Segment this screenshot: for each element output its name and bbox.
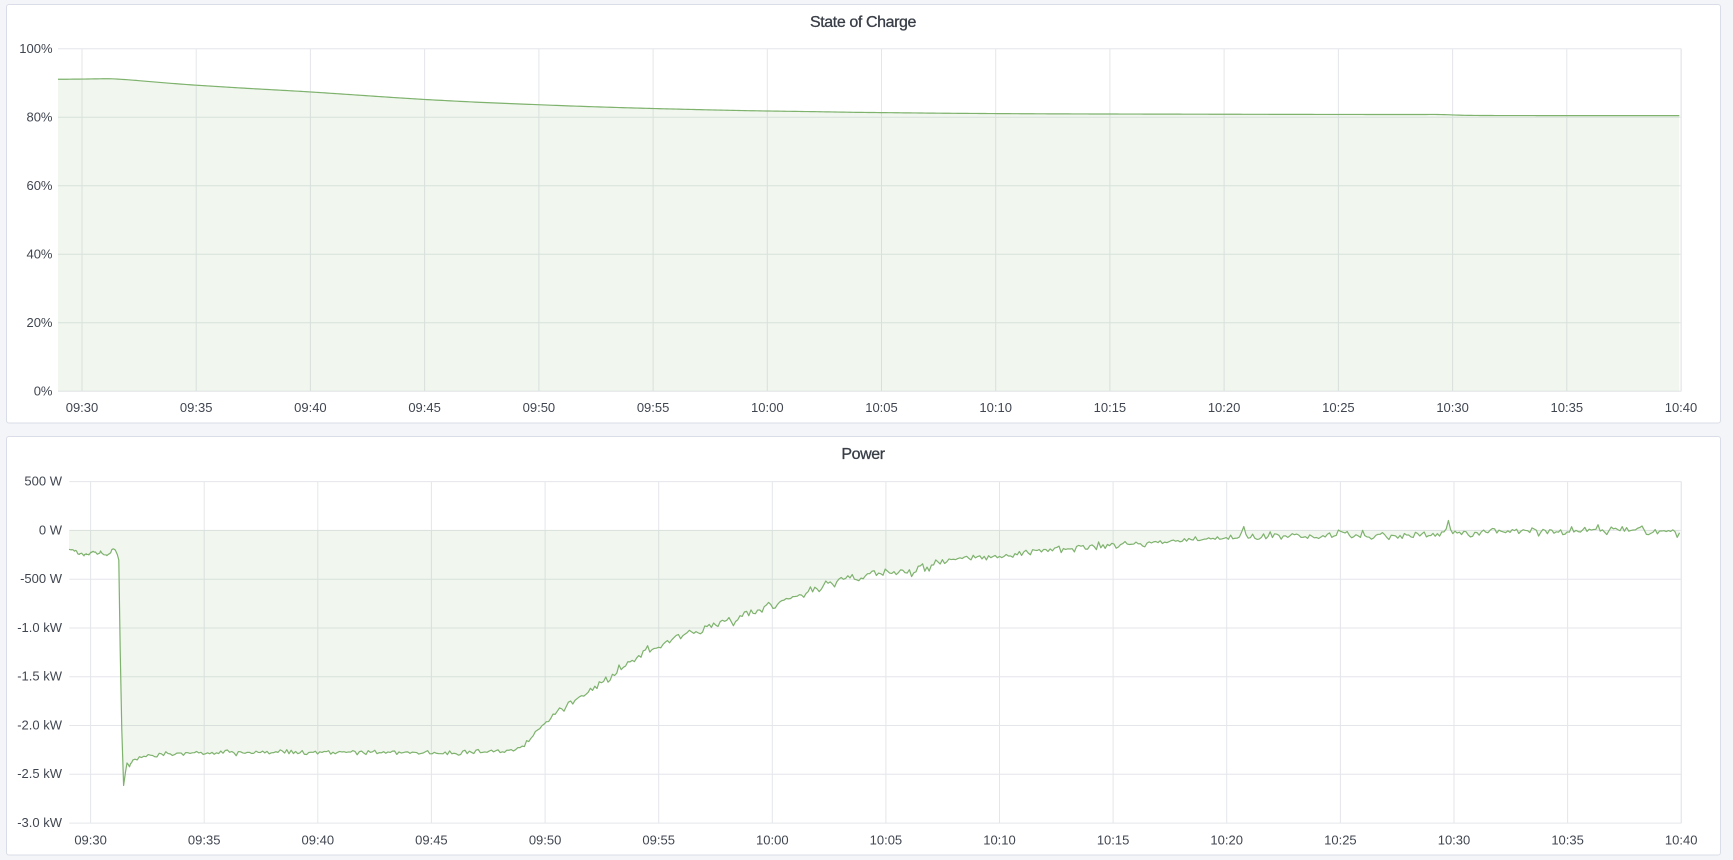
svg-text:10:20: 10:20: [1210, 832, 1243, 847]
svg-text:09:35: 09:35: [188, 832, 221, 847]
svg-text:09:40: 09:40: [302, 832, 335, 847]
svg-text:09:45: 09:45: [415, 832, 448, 847]
svg-text:State of Charge: State of Charge: [810, 14, 917, 31]
svg-text:100%: 100%: [19, 41, 53, 56]
svg-text:-1.5 kW: -1.5 kW: [17, 669, 63, 684]
svg-text:10:20: 10:20: [1208, 400, 1241, 415]
svg-text:-3.0 kW: -3.0 kW: [17, 815, 63, 830]
svg-text:09:50: 09:50: [529, 832, 562, 847]
svg-text:09:40: 09:40: [294, 400, 327, 415]
svg-text:10:05: 10:05: [870, 832, 903, 847]
svg-text:40%: 40%: [26, 247, 52, 262]
svg-text:-2.0 kW: -2.0 kW: [17, 717, 63, 732]
svg-text:10:00: 10:00: [756, 832, 789, 847]
svg-text:10:15: 10:15: [1094, 400, 1127, 415]
svg-text:80%: 80%: [26, 110, 52, 125]
svg-text:10:30: 10:30: [1436, 400, 1469, 415]
svg-text:-500 W: -500 W: [20, 571, 63, 586]
svg-text:10:25: 10:25: [1324, 832, 1357, 847]
svg-text:09:30: 09:30: [66, 400, 99, 415]
svg-text:09:50: 09:50: [523, 400, 556, 415]
svg-text:10:40: 10:40: [1665, 832, 1698, 847]
svg-text:09:55: 09:55: [637, 400, 670, 415]
svg-text:10:25: 10:25: [1322, 400, 1355, 415]
svg-text:10:40: 10:40: [1665, 400, 1698, 415]
svg-text:0%: 0%: [34, 384, 53, 399]
svg-text:10:35: 10:35: [1551, 832, 1584, 847]
svg-text:09:45: 09:45: [408, 400, 441, 415]
svg-text:500 W: 500 W: [24, 474, 62, 489]
svg-text:20%: 20%: [26, 315, 52, 330]
svg-text:0 W: 0 W: [39, 522, 63, 537]
svg-text:-1.0 kW: -1.0 kW: [17, 620, 63, 635]
svg-text:10:30: 10:30: [1438, 832, 1471, 847]
svg-text:09:55: 09:55: [642, 832, 675, 847]
svg-text:10:35: 10:35: [1551, 400, 1584, 415]
svg-text:09:30: 09:30: [74, 832, 107, 847]
svg-text:10:05: 10:05: [865, 400, 898, 415]
svg-text:60%: 60%: [26, 178, 52, 193]
svg-text:10:00: 10:00: [751, 400, 784, 415]
svg-text:-2.5 kW: -2.5 kW: [17, 766, 63, 781]
svg-text:Power: Power: [841, 446, 885, 463]
svg-text:10:10: 10:10: [983, 832, 1016, 847]
svg-text:09:35: 09:35: [180, 400, 213, 415]
svg-text:10:10: 10:10: [979, 400, 1012, 415]
svg-text:10:15: 10:15: [1097, 832, 1130, 847]
